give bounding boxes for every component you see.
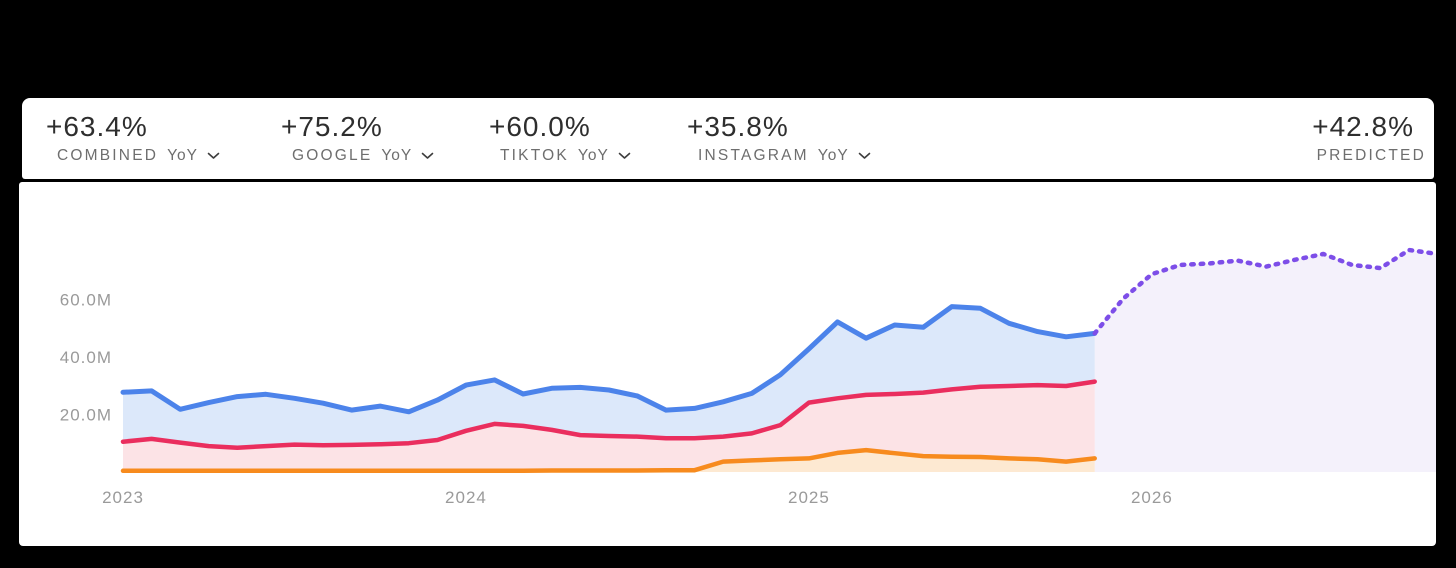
chevron-down-icon[interactable] xyxy=(207,152,220,160)
stat-value: +75.2% xyxy=(281,111,383,142)
chevron-down-icon[interactable] xyxy=(421,152,434,160)
traffic-area-chart: 60.0M 40.0M 20.0M 2023 2024 2025 2026 xyxy=(60,247,1436,507)
stat-period: YoY xyxy=(577,147,609,164)
chevron-down-icon[interactable] xyxy=(858,152,871,160)
predicted-area-fill xyxy=(1094,250,1436,472)
x-tick-label: 2025 xyxy=(788,488,830,507)
stat-label: INSTAGRAM xyxy=(698,147,809,164)
blue-area-fill xyxy=(123,306,1095,448)
stat-period: YoY xyxy=(817,147,849,164)
stat-value: +35.8% xyxy=(687,111,789,142)
stat-value: +42.8% xyxy=(1312,111,1414,142)
stat-predicted[interactable]: +42.8% PREDICTED xyxy=(1312,111,1434,165)
series-orange-line xyxy=(120,447,1097,474)
traffic-chart-panel: 60.0M 40.0M 20.0M 2023 2024 2025 2026 xyxy=(19,182,1436,546)
series-red-line xyxy=(120,379,1097,451)
red-area-fill xyxy=(123,381,1095,471)
stats-bar: +63.4% COMBINED YoY +75.2% GOOGLE YoY +6… xyxy=(22,98,1434,179)
stat-instagram[interactable]: +35.8% INSTAGRAM YoY xyxy=(687,111,871,165)
stat-label: PREDICTED xyxy=(1316,147,1426,164)
x-tick-label: 2026 xyxy=(1131,488,1173,507)
stat-value: +63.4% xyxy=(46,111,148,142)
stat-combined[interactable]: +63.4% COMBINED YoY xyxy=(46,111,220,165)
y-tick-label: 60.0M xyxy=(60,291,112,310)
series-predicted-dotted-line xyxy=(1092,247,1436,336)
stat-google[interactable]: +75.2% GOOGLE YoY xyxy=(281,111,434,165)
stat-tiktok[interactable]: +60.0% TIKTOK YoY xyxy=(489,111,631,165)
x-tick-label: 2024 xyxy=(445,488,487,507)
stat-period: YoY xyxy=(167,147,199,164)
stat-label: GOOGLE xyxy=(292,147,373,164)
y-tick-label: 40.0M xyxy=(60,348,112,367)
stat-label: TIKTOK xyxy=(500,147,569,164)
stat-value: +60.0% xyxy=(489,111,591,142)
series-blue-line xyxy=(120,304,1098,415)
x-tick-label: 2023 xyxy=(102,488,144,507)
stat-label: COMBINED xyxy=(57,147,159,164)
chevron-down-icon[interactable] xyxy=(618,152,631,160)
y-tick-label: 20.0M xyxy=(60,406,112,425)
stat-period: YoY xyxy=(381,147,413,164)
orange-area-fill xyxy=(123,450,1095,472)
